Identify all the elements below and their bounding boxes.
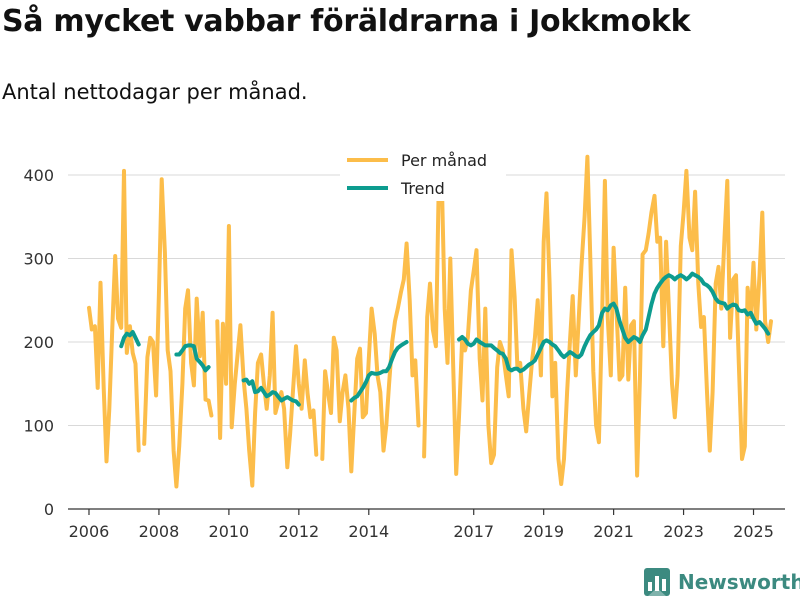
legend-label-per-manad: Per månad (401, 151, 487, 170)
x-tick-label: 2025 (733, 522, 774, 541)
legend-label-trend: Trend (400, 179, 445, 198)
series-per-manad-line (422, 154, 773, 486)
x-tick-label: 2006 (69, 522, 110, 541)
x-tick-label: 2012 (278, 522, 319, 541)
series-per-manad-line (87, 168, 141, 464)
page-subtitle: Antal nettodagar per månad. (2, 80, 308, 104)
bar-chart-logo-icon (644, 568, 670, 596)
series-trend-line (174, 343, 211, 373)
x-tick-label: 2021 (593, 522, 634, 541)
legend-background (340, 145, 506, 201)
x-tick-label: 2008 (139, 522, 180, 541)
y-tick-label: 100 (23, 417, 54, 436)
page-title: Så mycket vabbar föräldrarna i Jokkmokk (2, 4, 691, 39)
newsworthy-logo: Newsworthy (644, 568, 800, 596)
x-tick-label: 2010 (209, 522, 250, 541)
y-tick-label: 300 (23, 250, 54, 269)
brand-name: Newsworthy (678, 570, 800, 594)
x-tick-label: 2023 (663, 522, 704, 541)
y-tick-label: 400 (23, 166, 54, 185)
series-per-manad-line (320, 241, 421, 474)
x-tick-label: 2014 (348, 522, 389, 541)
series-trend-line (349, 340, 409, 403)
y-tick-label: 200 (23, 333, 54, 352)
series-per-manad-line (142, 177, 214, 489)
y-tick-label: 0 (44, 500, 54, 519)
x-tick-label: 2017 (453, 522, 494, 541)
x-tick-label: 2019 (523, 522, 564, 541)
series-per-manad-line (215, 224, 319, 488)
series-trend-line (241, 377, 301, 407)
series-trend-line (119, 330, 141, 349)
series-trend-line (457, 271, 771, 374)
